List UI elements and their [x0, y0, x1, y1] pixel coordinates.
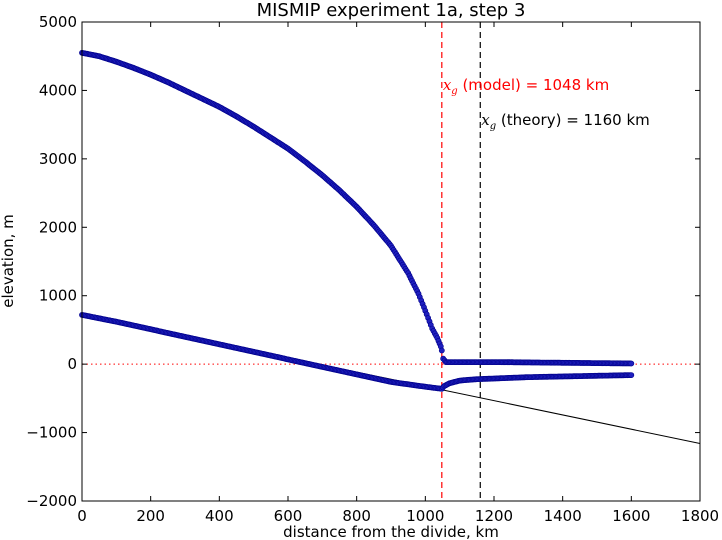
x-axis-ticks: 0 200 400 600 800 1000 1200 1400 1600 1800 — [77, 22, 719, 525]
x-tick-label: 1600 — [612, 507, 650, 525]
x-tick-label: 1800 — [681, 507, 719, 525]
x-tick-label: 200 — [136, 507, 165, 525]
x-tick-label: 1000 — [406, 507, 444, 525]
x-tick-label: 800 — [342, 507, 371, 525]
y-tick-label: 4000 — [39, 81, 77, 99]
y-tick-label: 2000 — [39, 218, 77, 236]
plot-area — [79, 22, 701, 501]
x-tick-label: 1400 — [544, 507, 582, 525]
data-point — [628, 360, 635, 367]
theory-grounding-label: xg (theory) = 1160 km — [481, 111, 650, 132]
y-tick-label: 0 — [67, 355, 77, 373]
y-axis-ticks: −2000 −1000 0 1000 2000 3000 4000 5000 — [26, 13, 700, 510]
y-tick-label: −2000 — [26, 492, 77, 510]
x-tick-label: 600 — [274, 507, 303, 525]
model-grounding-label: xg (model) = 1048 km — [443, 76, 609, 97]
x-tick-label: 1200 — [475, 507, 513, 525]
y-tick-label: 5000 — [39, 13, 77, 31]
y-tick-label: 3000 — [39, 150, 77, 168]
y-axis-label: elevation, m — [0, 214, 17, 308]
axes-frame — [81, 21, 701, 502]
annotations: xg (model) = 1048 km xg (theory) = 1160 k… — [443, 76, 650, 132]
data-point — [438, 347, 445, 354]
x-tick-label: 0 — [77, 507, 87, 525]
series-surface — [79, 49, 635, 367]
x-tick-label: 400 — [205, 507, 234, 525]
chart-title: MISMIP experiment 1a, step 3 — [257, 0, 526, 21]
y-tick-label: 1000 — [39, 287, 77, 305]
series-base — [79, 311, 635, 392]
y-tick-label: −1000 — [26, 424, 77, 442]
x-axis-label: distance from the divide, km — [283, 523, 499, 540]
data-point — [628, 372, 635, 378]
